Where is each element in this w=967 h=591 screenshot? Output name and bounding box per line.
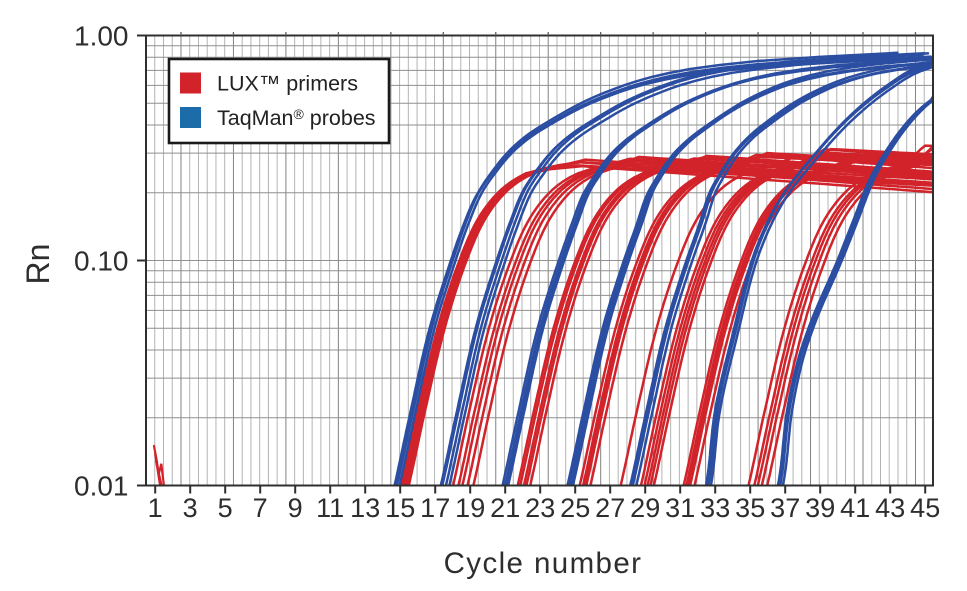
svg-text:35: 35 [735, 493, 765, 523]
svg-text:5: 5 [218, 493, 233, 523]
svg-text:LUX™ primers: LUX™ primers [217, 72, 358, 96]
svg-text:7: 7 [253, 493, 268, 523]
svg-text:0.10: 0.10 [74, 246, 129, 277]
svg-text:Rn: Rn [20, 244, 56, 285]
svg-text:29: 29 [630, 493, 660, 523]
svg-text:17: 17 [420, 493, 450, 523]
svg-text:41: 41 [840, 493, 870, 523]
svg-text:1: 1 [148, 493, 163, 523]
svg-text:25: 25 [560, 493, 590, 523]
svg-text:43: 43 [875, 493, 905, 523]
svg-text:37: 37 [770, 493, 800, 523]
svg-text:45: 45 [910, 493, 940, 523]
svg-text:11: 11 [316, 493, 344, 523]
svg-text:Cycle number: Cycle number [444, 547, 643, 580]
svg-text:3: 3 [183, 493, 198, 523]
svg-text:33: 33 [700, 493, 730, 523]
svg-text:39: 39 [805, 493, 835, 523]
svg-text:0.01: 0.01 [74, 471, 129, 502]
svg-text:13: 13 [350, 493, 380, 523]
svg-text:19: 19 [455, 493, 485, 523]
svg-text:23: 23 [525, 493, 555, 523]
svg-text:21: 21 [490, 493, 520, 523]
svg-text:9: 9 [288, 493, 303, 523]
svg-text:27: 27 [595, 493, 625, 523]
svg-text:15: 15 [385, 493, 415, 523]
svg-text:31: 31 [665, 493, 695, 523]
svg-text:1.00: 1.00 [74, 21, 129, 52]
